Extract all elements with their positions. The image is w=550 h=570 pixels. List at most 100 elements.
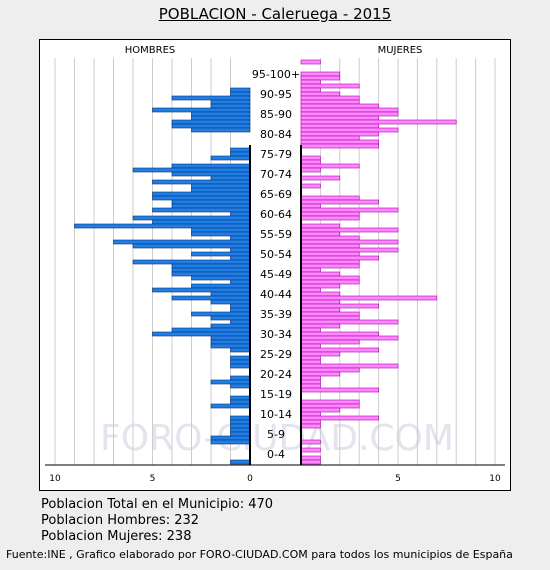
men-bar-age-8	[230, 427, 251, 433]
men-bar-age-73	[132, 167, 251, 173]
watermark-text: FORO-CIUDAD.COM	[100, 418, 454, 459]
population-pyramid: FORO-CIUDAD.COM HOMBRES MUJERES 95-100+ 90-9…	[45, 45, 505, 484]
chart-title: POBLACION - Caleruega - 2015	[158, 5, 392, 23]
men-bar-age-31	[210, 335, 251, 341]
men-bar-age-84	[171, 123, 251, 129]
men-bar-age-29	[210, 343, 251, 349]
men-bar-age-20	[210, 379, 251, 385]
men-bar-age-53	[230, 247, 251, 253]
age-group-label: 60-64	[260, 208, 292, 221]
age-group-label: 30-34	[260, 328, 292, 341]
women-bar-age-21	[300, 375, 321, 381]
women-bar-age-65	[300, 199, 379, 205]
women-bar-age-97	[300, 71, 341, 77]
men-bar-age-45	[230, 279, 251, 285]
men-bar-age-14	[210, 403, 251, 409]
women-bar-age-58	[300, 227, 399, 233]
women-bar-age-100	[300, 59, 321, 65]
women-bar-age-91	[300, 95, 360, 101]
women-bar-age-36	[300, 315, 360, 321]
men-bar-age-64	[171, 203, 251, 209]
men-bar-age-40	[210, 299, 251, 305]
women-bar-age-14	[300, 403, 360, 409]
women-bar-age-73	[300, 167, 321, 173]
women-bar-age-40	[300, 299, 341, 305]
women-bar-age-84	[300, 123, 379, 129]
age-group-label: 25-29	[260, 348, 292, 361]
age-group-label: 15-19	[260, 388, 292, 401]
women-bar-age-44	[300, 283, 341, 289]
men-bar-age-7	[230, 431, 251, 437]
women-bar-age-45	[300, 279, 360, 285]
men-bar-age-47	[171, 271, 251, 277]
women-bar-age-53	[300, 247, 399, 253]
men-bar-age-26	[230, 355, 251, 361]
men-bar-age-90	[210, 99, 251, 105]
women-bar-age-30	[300, 339, 360, 345]
women-bar-age-11	[300, 415, 379, 421]
women-bar-age-3	[300, 447, 321, 453]
source-note: Fuente:INE , Grafico elaborado por FORO-…	[6, 548, 513, 561]
x-tick-label: 0	[247, 474, 253, 484]
chart-frame	[39, 39, 511, 491]
men-bar-age-62	[230, 211, 251, 217]
women-bar-age-50	[300, 259, 360, 265]
age-group-label: 90-95	[260, 88, 292, 101]
women-bar-age-13	[300, 407, 341, 413]
men-bar-age-68	[191, 187, 251, 193]
men-bar-age-88	[152, 107, 251, 113]
women-bar-age-20	[300, 379, 321, 385]
men-bar-age-91	[171, 95, 251, 101]
women-bar-age-94	[300, 83, 360, 89]
men-bar-age-38	[230, 307, 251, 313]
men-bar-age-9	[230, 423, 251, 429]
women-bar-age-34	[300, 323, 341, 329]
women-bar-age-95	[300, 79, 321, 85]
men-bar-age-28	[230, 347, 251, 353]
women-bar-age-31	[300, 335, 399, 341]
men-bar-age-60	[152, 219, 251, 225]
women-bar-age-35	[300, 319, 399, 325]
men-bar-age-16	[230, 395, 251, 401]
men-bar-age-78	[230, 147, 251, 153]
men-bar-age-5	[210, 439, 251, 445]
women-bar-age-42	[300, 291, 341, 297]
women-bar-age-62	[300, 211, 360, 217]
men-bar-age-0	[230, 459, 251, 465]
men-bar-age-54	[132, 243, 251, 249]
age-group-label: 95-100+	[252, 68, 300, 81]
age-group-label: 65-69	[260, 188, 292, 201]
age-group-label: 35-39	[260, 308, 292, 321]
men-bar-age-61	[132, 215, 251, 221]
men-bar-age-83	[191, 127, 251, 133]
age-group-label: 50-54	[260, 248, 292, 261]
men-bar-age-15	[230, 399, 251, 405]
women-bar-age-32	[300, 331, 379, 337]
women-bar-age-55	[300, 239, 399, 245]
women-bar-age-88	[300, 107, 399, 113]
men-bar-age-41	[171, 295, 251, 301]
age-group-label: 55-59	[260, 228, 292, 241]
women-bar-age-27	[300, 351, 341, 357]
women-bar-age-66	[300, 195, 360, 201]
men-bar-age-25	[230, 359, 251, 365]
men-bar-age-30	[210, 339, 251, 345]
women-bar-age-93	[300, 87, 321, 93]
men-bar-age-48	[171, 267, 251, 273]
men-bar-age-51	[230, 255, 251, 261]
men-bar-age-76	[210, 155, 251, 161]
men-bar-age-58	[191, 227, 251, 233]
women-bar-age-23	[300, 367, 360, 373]
women-header: MUJERES	[378, 45, 423, 56]
women-bar-age-82	[300, 131, 379, 137]
men-bar-age-11	[230, 415, 251, 421]
women-bar-age-81	[300, 135, 360, 141]
women-bar-age-69	[300, 183, 321, 189]
women-bar-age-85	[300, 119, 457, 125]
men-bar-age-55	[113, 239, 251, 245]
men-bar-age-43	[152, 287, 251, 293]
women-bar-age-26	[300, 355, 321, 361]
men-bar-age-86	[191, 115, 251, 121]
age-group-label: 70-74	[260, 168, 292, 181]
men-bar-age-87	[191, 111, 251, 117]
